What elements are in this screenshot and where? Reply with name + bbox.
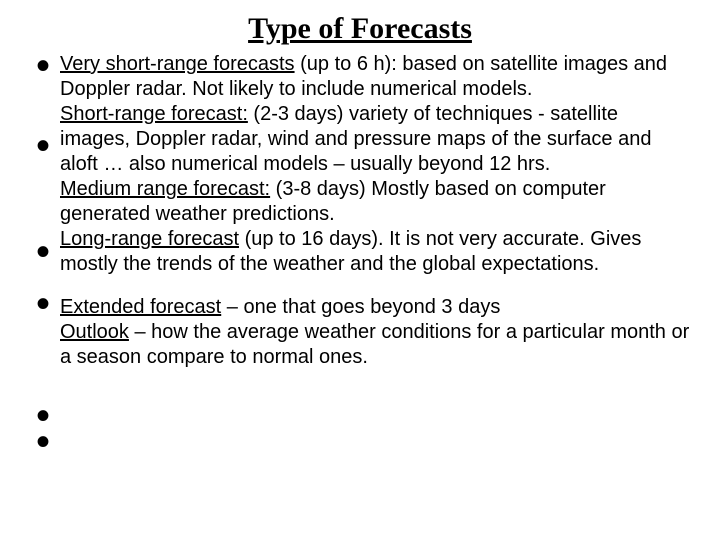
list-item: Extended forecast – one that goes beyond…: [60, 295, 690, 320]
spacer: [60, 277, 690, 295]
slide-title: Type of Forecasts: [30, 12, 690, 46]
content-area: Very short-range forecasts (up to 6 h): …: [60, 52, 690, 370]
item-head: Long-range forecast: [60, 228, 239, 250]
item-head: Outlook: [60, 321, 129, 343]
bullet-dot: •: [36, 232, 50, 272]
bullet-dot: •: [36, 422, 50, 462]
list-item: Outlook – how the average weather condit…: [60, 320, 690, 370]
list-item: Long-range forecast (up to 16 days). It …: [60, 227, 690, 277]
list-item: Medium range forecast: (3-8 days) Mostly…: [60, 177, 690, 227]
list-item: Very short-range forecasts (up to 6 h): …: [60, 52, 690, 102]
bullet-dot: •: [36, 46, 50, 86]
item-head: Very short-range forecasts: [60, 53, 295, 75]
bullet-dot: •: [36, 126, 50, 166]
item-head: Medium range forecast:: [60, 178, 270, 200]
item-tail: – how the average weather conditions for…: [60, 321, 689, 368]
list-item: Short-range forecast: (2-3 days) variety…: [60, 102, 690, 177]
bullet-dot: •: [36, 284, 50, 324]
item-head: Extended forecast: [60, 296, 221, 318]
item-head: Short-range forecast:: [60, 103, 248, 125]
item-tail: – one that goes beyond 3 days: [221, 296, 500, 318]
